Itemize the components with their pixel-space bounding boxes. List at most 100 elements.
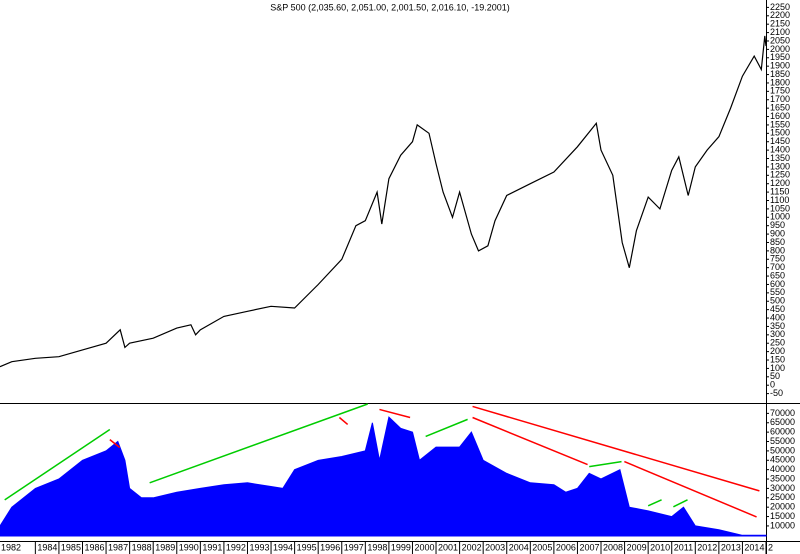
- y-tick-label: 1600: [770, 111, 790, 121]
- trendline: [379, 408, 411, 419]
- y-tick-label: 15000: [770, 511, 795, 521]
- x-tick-label: 2003: [485, 542, 505, 552]
- y-tick-label: 850: [770, 237, 785, 247]
- x-tick-label: 1999: [391, 542, 411, 552]
- y-tick-label: 500: [770, 296, 785, 306]
- y-tick-label: 1850: [770, 69, 790, 79]
- y-tick-label: 400: [770, 312, 785, 322]
- y-tick-label: 50: [770, 371, 780, 381]
- x-tick-label: 2002: [462, 542, 482, 552]
- x-tick-label: 2012: [697, 542, 717, 552]
- trendline: [589, 460, 622, 468]
- x-tick-label: 1985: [61, 542, 81, 552]
- y-tick-label: 250: [770, 338, 785, 348]
- x-tick-label: 2014: [744, 542, 764, 552]
- x-tick-label: 2010: [650, 542, 670, 552]
- y-tick-label: 65000: [770, 417, 795, 427]
- y-tick-label: 600: [770, 279, 785, 289]
- y-tick-label: 350: [770, 321, 785, 331]
- y-tick-label: 650: [770, 270, 785, 280]
- y-tick-label: -50: [770, 388, 783, 398]
- x-tick-label: 1991: [202, 542, 222, 552]
- trendline: [472, 416, 588, 466]
- x-tick-label: 2000: [414, 542, 434, 552]
- y-tick-label: 35000: [770, 473, 795, 483]
- x-tick-label: 2009: [627, 542, 647, 552]
- y-tick-label: 2100: [770, 27, 790, 37]
- y-tick-label: 45000: [770, 455, 795, 465]
- x-tick-label: 1986: [84, 542, 104, 552]
- y-tick-label: 900: [770, 228, 785, 238]
- trendline: [624, 460, 757, 518]
- y-tick-label: 20000: [770, 502, 795, 512]
- y-tick-label: 70000: [770, 408, 795, 418]
- y-tick-label: 2050: [770, 35, 790, 45]
- trendline: [149, 403, 368, 484]
- x-tick-label: 2013: [721, 542, 741, 552]
- y-tick-label: 60000: [770, 427, 795, 437]
- y-tick-label: 300: [770, 329, 785, 339]
- y-tick-label: 1050: [770, 203, 790, 213]
- y-tick-label: 1150: [770, 186, 789, 196]
- y-tick-label: 750: [770, 254, 785, 264]
- y-tick-label: 1250: [770, 170, 790, 180]
- y-tick-label: 1100: [770, 195, 789, 205]
- x-tick-label: 1988: [132, 542, 152, 552]
- y-tick-label: 1950: [770, 52, 790, 62]
- x-tick-label: 1995: [297, 542, 317, 552]
- x-tick-label: 1984: [37, 542, 57, 552]
- x-tick-label: 1990: [179, 542, 199, 552]
- x-tick-label: 2007: [579, 542, 599, 552]
- y-tick-label: 2150: [770, 19, 790, 29]
- y-tick-label: 1400: [770, 145, 790, 155]
- y-tick-label: 1500: [770, 128, 790, 138]
- trendline: [109, 439, 121, 449]
- y-tick-label: 950: [770, 220, 785, 230]
- y-tick-label: 450: [770, 304, 785, 314]
- y-tick-label: 2000: [770, 44, 790, 54]
- y-tick-label: 800: [770, 245, 785, 255]
- y-tick-label: 2250: [770, 2, 790, 12]
- y-tick-label: 0: [770, 380, 775, 390]
- y-tick-label: 30000: [770, 483, 795, 493]
- y-tick-label: 2200: [770, 10, 790, 20]
- y-tick-label: 10000: [770, 520, 795, 530]
- x-tick-label: 2006: [556, 542, 576, 552]
- chart-title: S&P 500 (2,035.60, 2,051.00, 2,001.50, 2…: [270, 2, 510, 12]
- y-tick-label: 200: [770, 346, 785, 356]
- y-tick-label: 1700: [770, 94, 790, 104]
- volume-area: [0, 416, 767, 537]
- y-tick-label: 1650: [770, 103, 790, 113]
- y-tick-label: 1200: [770, 178, 790, 188]
- y-tick-label: 55000: [770, 436, 795, 446]
- x-tick-label: 1993: [249, 542, 269, 552]
- x-tick-label: 1997: [344, 542, 364, 552]
- y-tick-label: 1900: [770, 61, 790, 71]
- x-tick-label: 1989: [155, 542, 175, 552]
- y-tick-label: 1300: [770, 161, 790, 171]
- x-tick-label: 2008: [603, 542, 623, 552]
- y-tick-label: 1350: [770, 153, 790, 163]
- x-tick-label: 2001: [438, 542, 458, 552]
- y-tick-label: 25000: [770, 492, 795, 502]
- x-tick-label: 2004: [509, 542, 529, 552]
- trendline: [425, 418, 468, 438]
- y-tick-label: 1800: [770, 77, 790, 87]
- y-tick-label: 700: [770, 262, 785, 272]
- y-tick-label: 150: [770, 354, 785, 364]
- y-tick-label: 50000: [770, 445, 795, 455]
- trendline: [647, 499, 662, 507]
- trendline: [338, 416, 349, 426]
- x-tick-label: 1987: [108, 542, 128, 552]
- x-tick-label: 1996: [320, 542, 340, 552]
- x-tick-label: 1992: [226, 542, 246, 552]
- trendline: [4, 428, 111, 501]
- y-tick-label: 40000: [770, 464, 795, 474]
- trendline: [472, 405, 760, 492]
- y-tick-label: 550: [770, 287, 785, 297]
- x-tick-label: 1994: [273, 542, 293, 552]
- y-tick-label: 1750: [770, 86, 790, 96]
- x-tick-label: 1998: [367, 542, 387, 552]
- y-tick-label: 1000: [770, 212, 790, 222]
